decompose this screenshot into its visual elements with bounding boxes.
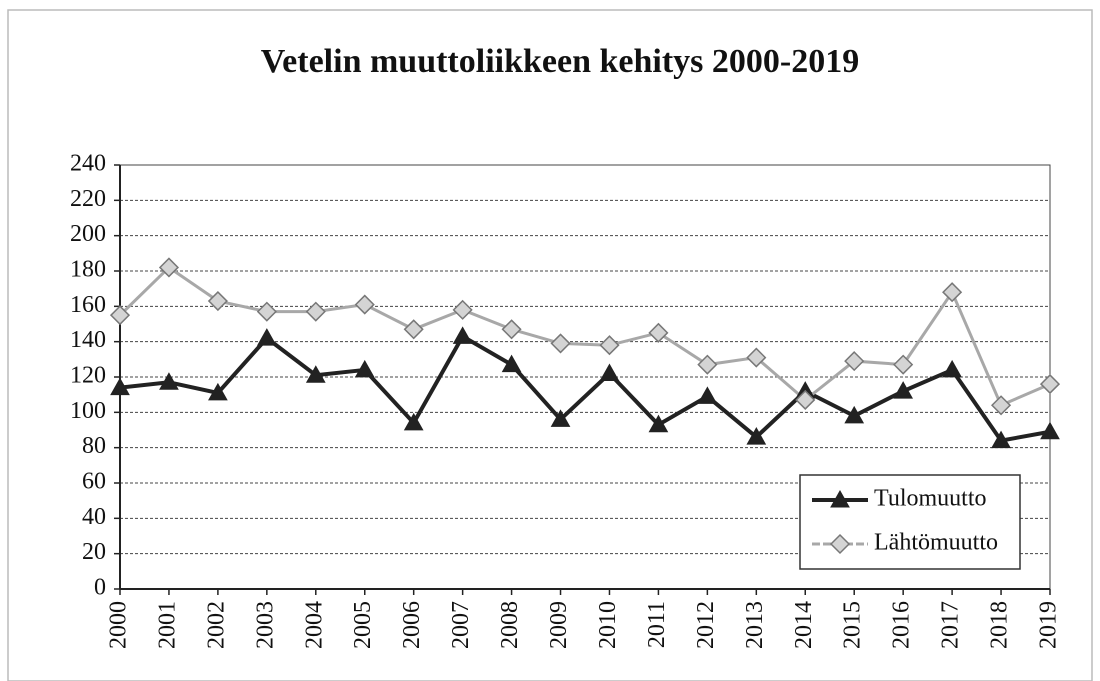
- data-point: [403, 412, 424, 431]
- data-point: [256, 301, 277, 322]
- y-tick-label: 0: [94, 575, 106, 601]
- data-point: [208, 382, 228, 401]
- y-tick-label: 220: [70, 186, 106, 212]
- y-tick-label: 60: [82, 469, 106, 495]
- data-point: [893, 354, 914, 375]
- y-tick-label: 160: [70, 292, 106, 318]
- data-point: [746, 347, 767, 368]
- x-tick-label: 2009: [546, 601, 572, 649]
- data-point: [697, 354, 718, 375]
- x-tick-label: 2001: [154, 601, 180, 649]
- y-tick-label: 120: [70, 363, 106, 389]
- data-point: [1039, 374, 1061, 395]
- chart-title: Vetelin muuttoliikkeen kehitys 2000-2019: [261, 43, 860, 80]
- data-point: [158, 257, 180, 278]
- x-tick-label: 2006: [399, 601, 425, 649]
- x-tick-label: 2002: [203, 601, 229, 649]
- x-tick-label: 2008: [497, 601, 523, 649]
- data-point: [893, 381, 914, 399]
- x-tick-label: 2019: [1036, 601, 1062, 649]
- x-tick-label: 2014: [791, 601, 817, 649]
- data-point: [110, 377, 130, 396]
- x-tick-label: 2007: [448, 601, 474, 649]
- x-tick-label: 2013: [742, 601, 768, 649]
- data-point: [942, 359, 962, 378]
- y-tick-label: 240: [70, 151, 106, 177]
- y-tick-label: 100: [70, 398, 106, 424]
- data-point: [648, 414, 669, 433]
- legend: Tulomuutto Lähtömuutto: [799, 474, 1021, 570]
- data-point: [844, 351, 865, 372]
- y-tick-label: 40: [82, 504, 106, 530]
- data-point: [501, 354, 522, 373]
- x-tick-label: 2018: [987, 601, 1013, 649]
- data-point: [452, 299, 473, 320]
- data-point: [746, 427, 767, 445]
- x-tick-label: 2017: [938, 601, 964, 649]
- y-tick-label: 80: [82, 433, 106, 459]
- data-point: [550, 409, 571, 427]
- legend-label: Tulomuutto: [874, 486, 987, 512]
- legend-box: [799, 474, 1021, 570]
- data-point: [109, 305, 131, 326]
- x-tick-label: 2005: [350, 601, 376, 649]
- y-tick-label: 20: [82, 539, 106, 565]
- data-point: [403, 319, 424, 340]
- data-point: [305, 301, 326, 322]
- chart-frame: [7, 9, 1093, 681]
- data-point: [991, 430, 1011, 449]
- x-tick-label: 2000: [106, 601, 132, 649]
- data-point: [1040, 421, 1060, 440]
- data-point: [354, 359, 375, 378]
- data-point: [599, 363, 620, 381]
- x-tick-label: 2004: [301, 601, 327, 649]
- data-point: [795, 389, 816, 411]
- data-point: [354, 294, 375, 315]
- x-tick-label: 2010: [595, 601, 621, 649]
- data-point: [829, 533, 851, 555]
- data-point: [599, 335, 620, 356]
- data-point: [844, 405, 865, 424]
- data-point: [207, 290, 228, 312]
- x-tick-label: 2003: [252, 601, 278, 649]
- x-tick-label: 2016: [889, 601, 915, 649]
- data-point: [452, 326, 473, 344]
- data-point: [942, 282, 963, 303]
- y-tick-label: 140: [70, 327, 106, 353]
- data-point: [256, 328, 277, 346]
- data-point: [159, 372, 179, 390]
- data-point: [990, 395, 1012, 416]
- data-point: [550, 333, 571, 354]
- data-point: [501, 319, 522, 340]
- data-point: [648, 322, 669, 343]
- legend-label: Lähtömuutto: [874, 530, 998, 556]
- data-point: [305, 365, 326, 383]
- y-tick-label: 180: [70, 257, 106, 283]
- x-tick-label: 2015: [840, 601, 866, 649]
- x-tick-label: 2011: [644, 601, 670, 648]
- data-point: [697, 386, 718, 404]
- x-tick-label: 2012: [693, 601, 719, 649]
- data-point: [830, 489, 850, 508]
- y-tick-label: 200: [70, 221, 106, 247]
